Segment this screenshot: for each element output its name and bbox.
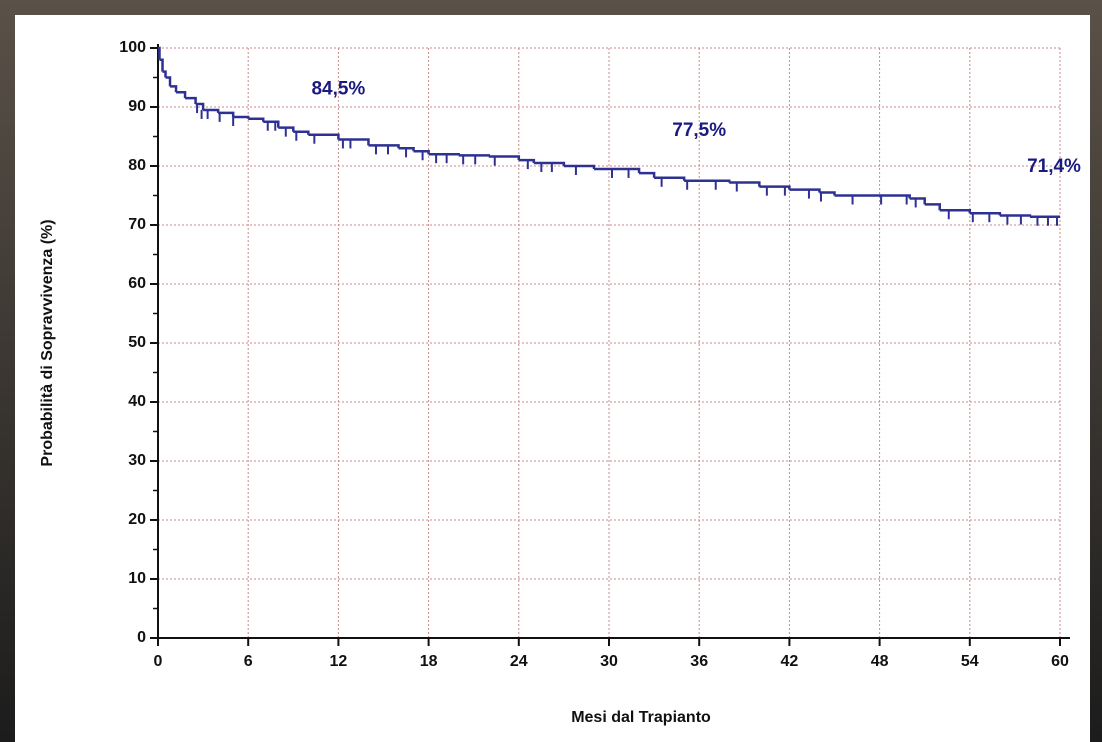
x-tick-label: 24: [510, 653, 528, 670]
y-tick-label: 100: [119, 39, 146, 56]
survival-step: [158, 46, 161, 60]
x-tick-label: 48: [871, 653, 889, 670]
survival-step: [162, 70, 167, 78]
x-tick-label: 42: [781, 653, 799, 670]
survival-step: [159, 58, 164, 72]
y-tick-label: 40: [128, 393, 146, 410]
y-tick-label: 50: [128, 334, 146, 351]
survival-step: [218, 111, 235, 118]
survival-step: [308, 133, 340, 140]
survival-step: [368, 144, 400, 149]
y-tick-label: 70: [128, 216, 146, 233]
survival-step: [338, 138, 370, 146]
survival-step: [248, 117, 265, 122]
survival-step: [176, 91, 187, 99]
chart-panel: [15, 15, 1090, 742]
survival-step: [195, 102, 205, 110]
y-tick-label: 20: [128, 511, 146, 528]
survival-step: [909, 197, 926, 205]
y-tick-label: 10: [128, 570, 146, 587]
x-tick-label: 0: [154, 653, 163, 670]
survival-step: [518, 158, 536, 164]
survival-step: [639, 171, 656, 178]
x-tick-label: 6: [244, 653, 253, 670]
x-tick-label: 54: [961, 653, 979, 670]
survival-step: [278, 126, 295, 132]
milestone-label: 77,5%: [672, 120, 726, 141]
x-tick-label: 36: [690, 653, 708, 670]
x-axis-title: Mesi dal Trapianto: [571, 709, 711, 726]
survival-step: [293, 130, 310, 135]
survival-step: [593, 167, 641, 174]
x-tick-label: 12: [330, 653, 348, 670]
y-axis-title: Probabilità di Sopravvivenza (%): [39, 219, 56, 466]
y-tick-label: 60: [128, 275, 146, 292]
survival-step: [999, 214, 1032, 217]
y-tick-label: 30: [128, 452, 146, 469]
milestone-label: 84,5%: [311, 78, 365, 99]
x-tick-label: 30: [600, 653, 618, 670]
y-tick-label: 90: [128, 98, 146, 115]
survival-step: [729, 181, 761, 187]
survival-step: [428, 152, 460, 156]
x-tick-label: 18: [420, 653, 438, 670]
survival-step: [185, 96, 197, 105]
y-tick-label: 0: [137, 629, 146, 646]
y-tick-label: 80: [128, 157, 146, 174]
survival-step: [458, 154, 490, 157]
survival-step: [924, 203, 941, 211]
survival-step: [170, 85, 178, 93]
survival-step: [165, 76, 172, 87]
milestone-label: 71,4%: [1027, 156, 1081, 177]
x-tick-label: 60: [1051, 653, 1069, 670]
